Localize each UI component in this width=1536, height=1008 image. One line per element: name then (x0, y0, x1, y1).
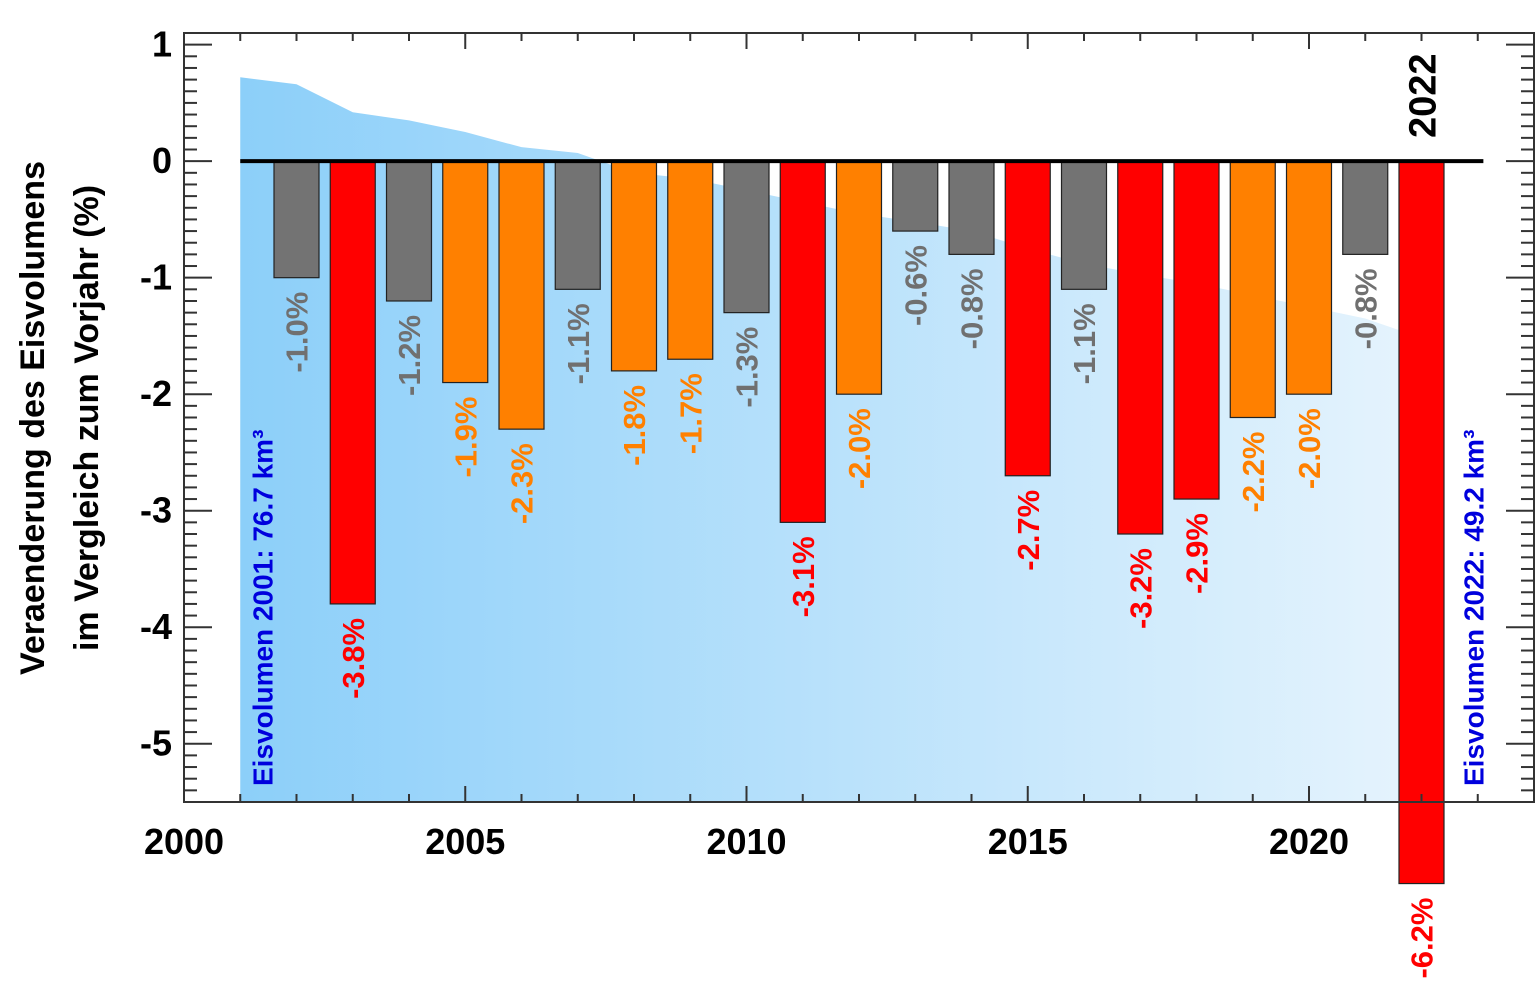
volume-end-annotation: Eisvolumen 2022: 49.2 km³ (1459, 430, 1490, 786)
bar-2011 (779, 160, 826, 523)
y-axis-title-line1: Veraenderung des Eisvolumens (14, 161, 52, 675)
bar-2003 (329, 160, 376, 605)
bar-2015 (1004, 160, 1051, 477)
bar-label-2011: -3.1% (786, 536, 821, 617)
bar-label-2022: -6.2% (1405, 898, 1440, 979)
x-tick-label: 2010 (706, 821, 786, 862)
bar-label-2009: -1.7% (673, 373, 708, 454)
bar-label-2012: -2.0% (842, 408, 877, 489)
bar-2016 (1060, 160, 1108, 290)
bar-2018 (1173, 160, 1220, 500)
bar-2010 (723, 160, 770, 314)
bar-2014 (948, 160, 995, 255)
bar-label-2004: -1.2% (392, 315, 427, 396)
x-tick-label: 2015 (988, 821, 1068, 862)
bar-2009 (667, 160, 714, 360)
bar-2006 (498, 160, 545, 430)
bar-2005 (442, 160, 489, 384)
y-tick-label: -1 (140, 257, 172, 298)
bar-2021 (1342, 160, 1389, 255)
y-axis-title-line2: im Vergleich zum Vorjahr (%) (68, 185, 106, 651)
bar-2013 (892, 160, 939, 232)
bar-2007 (554, 160, 601, 290)
bar-2022 (1398, 160, 1445, 885)
y-tick-label: -5 (140, 723, 172, 764)
bar-2020 (1285, 160, 1333, 395)
bar-label-2003: -3.8% (336, 618, 371, 699)
x-tick-label: 2005 (425, 821, 505, 862)
x-tick-label: 2020 (1269, 821, 1349, 862)
bar-label-2002: -1.0% (280, 292, 315, 373)
bar-2019 (1229, 160, 1276, 419)
y-tick-label: -3 (140, 490, 172, 531)
bar-label-2018: -2.9% (1180, 513, 1215, 594)
bar-2002 (273, 160, 320, 279)
bar-label-2015: -2.7% (1011, 490, 1046, 571)
bar-label-2020: -2.0% (1292, 408, 1327, 489)
y-tick-label: 0 (152, 140, 172, 181)
y-tick-label: -2 (140, 373, 172, 414)
volume-start-annotation: Eisvolumen 2001: 76.7 km³ (247, 430, 278, 786)
y-tick-label: -4 (140, 606, 172, 647)
bar-label-2017: -3.2% (1123, 548, 1158, 629)
bar-label-2016: -1.1% (1067, 303, 1102, 384)
y-tick-label: 1 (152, 24, 172, 65)
x-tick-label: 2000 (144, 821, 224, 862)
bar-2004 (385, 160, 433, 302)
bar-label-2010: -1.3% (730, 327, 765, 408)
bar-label-2005: -1.9% (448, 397, 483, 478)
bar-label-2008: -1.8% (617, 385, 652, 466)
bar-label-2006: -2.3% (505, 443, 540, 524)
bar-label-2021: -0.8% (1348, 268, 1383, 349)
bar-2017 (1117, 160, 1164, 535)
bar-2012 (835, 160, 883, 395)
bar-label-2019: -2.2% (1236, 432, 1271, 513)
bar-2008 (610, 160, 658, 372)
bar-label-2007: -1.1% (561, 303, 596, 384)
highlight-year-label: 2022 (1403, 53, 1445, 138)
bar-label-2013: -0.6% (898, 245, 933, 326)
bar-label-2014: -0.8% (955, 268, 990, 349)
